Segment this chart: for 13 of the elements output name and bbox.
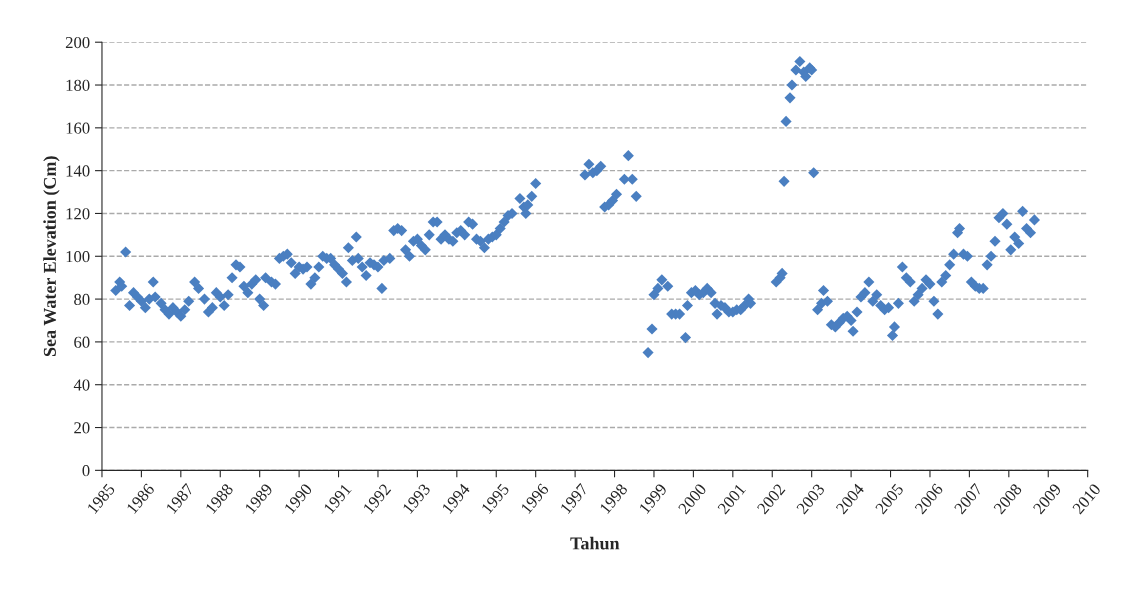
y-tick-label: 60 xyxy=(74,336,90,348)
y-tick-label: 20 xyxy=(74,422,90,434)
y-tick-label: 120 xyxy=(66,208,90,220)
y-tick-label: 200 xyxy=(65,36,90,49)
y-axis-title: Sea Water Elevation (Cm) xyxy=(43,156,60,357)
y-tick-label: 40 xyxy=(73,379,90,391)
y-tick-label: 100 xyxy=(66,250,90,263)
y-tick-label: 160 xyxy=(66,122,90,134)
y-tick-label: 140 xyxy=(66,165,90,177)
y-tick-label: 80 xyxy=(74,293,90,306)
y-tick-label: 180 xyxy=(66,79,90,91)
y-tick-label: 0 xyxy=(82,465,90,477)
x-axis-title: Tahun xyxy=(570,536,620,550)
